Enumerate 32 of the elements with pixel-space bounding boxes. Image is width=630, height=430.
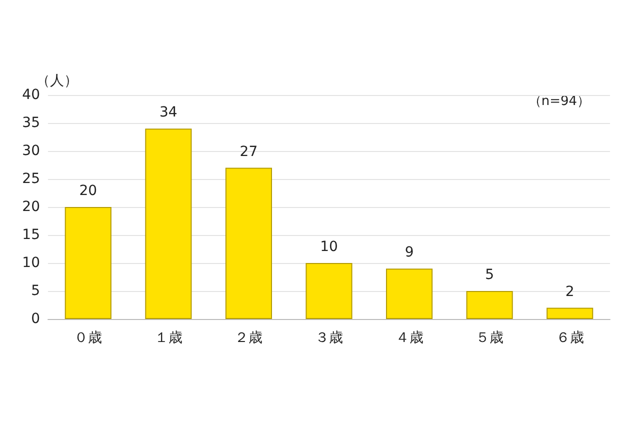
x-tick-label: ５歳: [476, 330, 504, 346]
bar: [546, 308, 594, 319]
bar: [466, 291, 513, 319]
y-tick-label: 30: [22, 143, 40, 159]
x-tick-label: ６歳: [556, 330, 584, 346]
y-tick-label: 35: [22, 115, 40, 131]
bar: [225, 168, 272, 319]
x-tick-label: ２歳: [234, 330, 263, 346]
bar: [145, 128, 192, 319]
y-tick-label: 0: [31, 311, 40, 327]
data-label: 34: [160, 104, 178, 121]
data-label: 27: [240, 144, 258, 160]
y-tick-label: 5: [31, 283, 40, 299]
data-label: 5: [485, 267, 494, 283]
data-label: 2: [565, 284, 574, 300]
x-tick-label: ０歳: [74, 330, 102, 346]
y-tick-label: 15: [22, 227, 40, 243]
y-tick-label: 40: [22, 87, 40, 103]
y-tick-label: 25: [22, 171, 40, 187]
x-tick-label: １歳: [154, 330, 182, 346]
x-tick-label: ３歳: [315, 330, 343, 346]
bar: [64, 207, 112, 319]
bar: [386, 268, 433, 319]
data-label: 20: [79, 183, 98, 199]
y-tick-label: 20: [22, 199, 40, 215]
data-label: 10: [320, 239, 338, 255]
bar: [306, 263, 352, 319]
x-tick-label: ４歳: [395, 330, 424, 346]
y-axis-title: （人）: [36, 73, 78, 90]
y-tick-label: 10: [22, 255, 40, 271]
data-label: 9: [404, 244, 414, 261]
annotation: （n=94）: [528, 94, 590, 109]
